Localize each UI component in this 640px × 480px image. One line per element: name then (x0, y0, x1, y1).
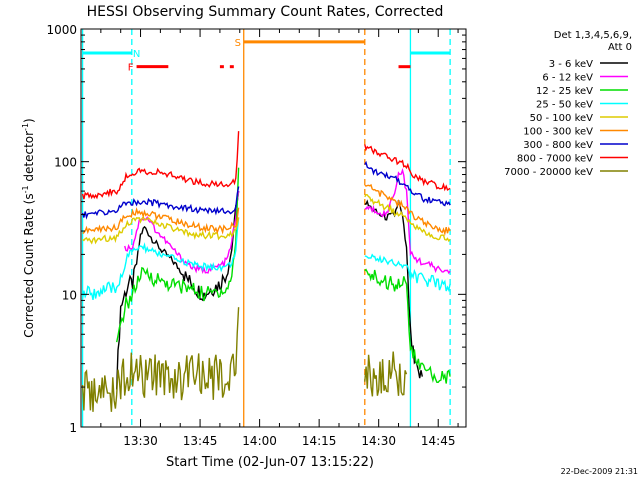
y-label-part: Corrected Count Rate (s (22, 193, 36, 337)
series-line (364, 167, 451, 275)
series-line (364, 351, 408, 397)
series-line (81, 217, 240, 301)
x-tick-label: 14:45 (421, 434, 456, 448)
x-axis-label: Start Time (02-Jun-07 13:15:22) (166, 455, 374, 470)
series-line (116, 191, 240, 390)
y-label-exponent: -1 (21, 185, 30, 193)
series-line (364, 253, 451, 293)
legend-label: 100 - 300 keV (523, 127, 593, 138)
y-tick-label: 1000 (46, 23, 77, 37)
legend-label: 300 - 800 keV (523, 140, 593, 151)
x-tick-label: 14:00 (242, 434, 277, 448)
plot-area: NF S (81, 29, 451, 427)
chart-title: HESSI Observing Summary Count Rates, Cor… (87, 4, 444, 20)
series-line (81, 186, 240, 220)
x-tick-label: 13:30 (123, 434, 158, 448)
legend-label: 25 - 50 keV (536, 100, 593, 111)
legend-label: 800 - 7000 keV (517, 154, 593, 165)
plot-frame (80, 28, 467, 428)
legend-label: 6 - 12 keV (542, 73, 593, 84)
x-tick-label: 13:45 (183, 434, 218, 448)
y-tick-label: 100 (54, 156, 77, 170)
flag-label: N (133, 49, 140, 60)
y-label-part: detector (22, 131, 36, 186)
flag-label: S (235, 38, 241, 49)
legend-label: 12 - 25 keV (536, 86, 593, 97)
series-line (82, 207, 240, 235)
axis-ticks: 13:30 13:45 14:00 14:15 14:30 14:45 1 10 100 1000 (46, 23, 466, 448)
series-line (364, 193, 451, 243)
flag-label: F (128, 63, 134, 74)
legend-header: Det 1,3,4,5,6,9, (554, 30, 632, 41)
series-line (81, 307, 240, 412)
series-line (364, 268, 451, 384)
series-line (116, 167, 240, 343)
legend-header: Att 0 (608, 42, 632, 53)
y-axis-label: Corrected Count Rate (s-1 detector-1) (21, 118, 36, 337)
y-tick-label: 10 (62, 288, 77, 302)
legend-label: 3 - 6 keV (549, 59, 593, 70)
x-tick-label: 14:30 (361, 434, 396, 448)
y-tick-label: 1 (69, 421, 77, 435)
x-tick-label: 14:15 (302, 434, 337, 448)
footer-timestamp: 22-Dec-2009 21:31 (561, 467, 638, 476)
legend-label: 7000 - 20000 keV (504, 167, 593, 178)
y-label-exponent: -1 (21, 123, 30, 131)
legend: Det 1,3,4,5,6,9,Att 0 3 - 6 keV 6 - 12 keV… (504, 30, 632, 178)
series-line (364, 144, 451, 192)
series-line (81, 131, 240, 200)
series-line (364, 160, 451, 207)
legend-label: 50 - 100 keV (530, 113, 594, 124)
series-line (82, 215, 240, 245)
y-label-part: ) (22, 118, 36, 123)
series-line (364, 183, 451, 237)
